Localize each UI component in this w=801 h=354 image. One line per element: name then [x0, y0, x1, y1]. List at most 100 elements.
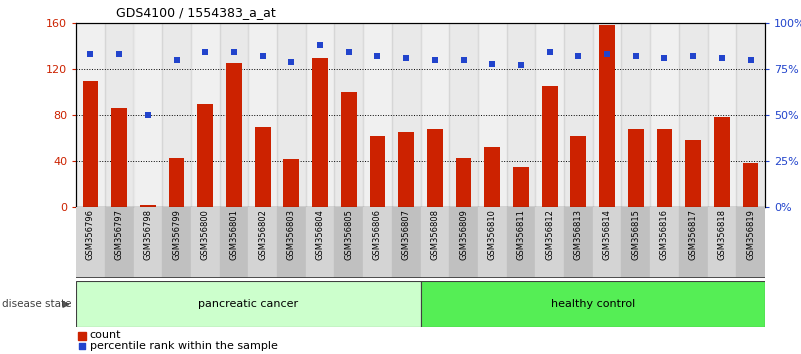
Text: GSM356815: GSM356815 — [631, 209, 640, 260]
Bar — [162, 207, 191, 278]
Bar — [255, 127, 271, 207]
Bar — [506, 23, 535, 207]
Text: GSM356801: GSM356801 — [229, 209, 239, 260]
Text: GSM356818: GSM356818 — [718, 209, 727, 260]
Text: GSM356798: GSM356798 — [143, 209, 152, 260]
Bar — [78, 331, 86, 339]
Bar — [334, 207, 363, 278]
Bar — [541, 86, 557, 207]
Bar — [714, 118, 730, 207]
Point — [227, 50, 240, 55]
Bar — [456, 158, 472, 207]
Text: healthy control: healthy control — [550, 299, 635, 309]
Bar — [76, 23, 105, 207]
Text: GSM356807: GSM356807 — [401, 209, 411, 260]
Text: GSM356812: GSM356812 — [545, 209, 554, 260]
Text: disease state: disease state — [2, 299, 71, 309]
Text: GSM356800: GSM356800 — [201, 209, 210, 260]
Point — [601, 51, 614, 57]
Bar — [76, 207, 105, 278]
Text: GSM356811: GSM356811 — [517, 209, 525, 260]
Point — [199, 50, 211, 55]
Point — [84, 51, 97, 57]
Text: GDS4100 / 1554383_a_at: GDS4100 / 1554383_a_at — [116, 6, 276, 19]
Bar — [650, 207, 678, 278]
Bar — [392, 23, 421, 207]
Point — [514, 63, 527, 68]
Point — [285, 59, 298, 64]
Text: GSM356806: GSM356806 — [373, 209, 382, 260]
Bar — [105, 23, 134, 207]
Bar — [535, 207, 564, 278]
Point — [543, 50, 556, 55]
Bar — [248, 23, 277, 207]
Bar — [334, 23, 363, 207]
Bar — [140, 205, 155, 207]
Bar — [622, 23, 650, 207]
Text: count: count — [90, 330, 121, 341]
Bar — [421, 23, 449, 207]
Bar — [111, 108, 127, 207]
Point — [113, 51, 126, 57]
Bar — [564, 23, 593, 207]
Bar — [707, 207, 736, 278]
Text: GSM356819: GSM356819 — [746, 209, 755, 260]
Bar — [312, 57, 328, 207]
Bar — [306, 23, 334, 207]
Point — [686, 53, 699, 59]
Bar — [564, 207, 593, 278]
Bar — [743, 164, 759, 207]
Point — [486, 61, 499, 66]
Bar — [478, 207, 506, 278]
Bar — [678, 23, 707, 207]
Bar — [421, 281, 765, 327]
Bar — [449, 23, 478, 207]
Text: GSM356816: GSM356816 — [660, 209, 669, 260]
Point — [342, 50, 355, 55]
Text: GSM356808: GSM356808 — [430, 209, 440, 260]
Point — [142, 112, 155, 118]
Bar — [593, 23, 622, 207]
Bar — [485, 147, 500, 207]
Text: GSM356802: GSM356802 — [258, 209, 268, 260]
Bar — [191, 23, 219, 207]
Bar — [162, 23, 191, 207]
Bar — [398, 132, 414, 207]
Text: GSM356810: GSM356810 — [488, 209, 497, 260]
Bar — [363, 23, 392, 207]
Bar — [219, 23, 248, 207]
Bar — [134, 207, 162, 278]
Bar — [277, 23, 306, 207]
Text: GSM356799: GSM356799 — [172, 209, 181, 260]
Text: pancreatic cancer: pancreatic cancer — [198, 299, 298, 309]
Bar — [369, 136, 385, 207]
Bar — [105, 207, 134, 278]
Bar — [191, 207, 219, 278]
Point — [457, 57, 470, 63]
Bar — [628, 129, 644, 207]
Bar — [736, 23, 765, 207]
Bar — [392, 207, 421, 278]
Point — [170, 57, 183, 63]
Bar — [277, 207, 306, 278]
Point — [429, 57, 441, 63]
Text: GSM356813: GSM356813 — [574, 209, 583, 260]
Text: percentile rank within the sample: percentile rank within the sample — [90, 342, 278, 352]
Text: GSM356805: GSM356805 — [344, 209, 353, 260]
Bar — [134, 23, 162, 207]
Text: GSM356804: GSM356804 — [316, 209, 324, 260]
Bar — [506, 207, 535, 278]
Bar — [736, 207, 765, 278]
Text: GSM356809: GSM356809 — [459, 209, 468, 260]
Point — [371, 53, 384, 59]
Bar — [83, 80, 99, 207]
Bar — [570, 136, 586, 207]
Bar — [284, 159, 300, 207]
Point — [256, 53, 269, 59]
Text: GSM356797: GSM356797 — [115, 209, 123, 260]
Bar — [678, 207, 707, 278]
Bar — [226, 63, 242, 207]
Point — [572, 53, 585, 59]
Bar — [421, 207, 449, 278]
Bar — [169, 158, 184, 207]
